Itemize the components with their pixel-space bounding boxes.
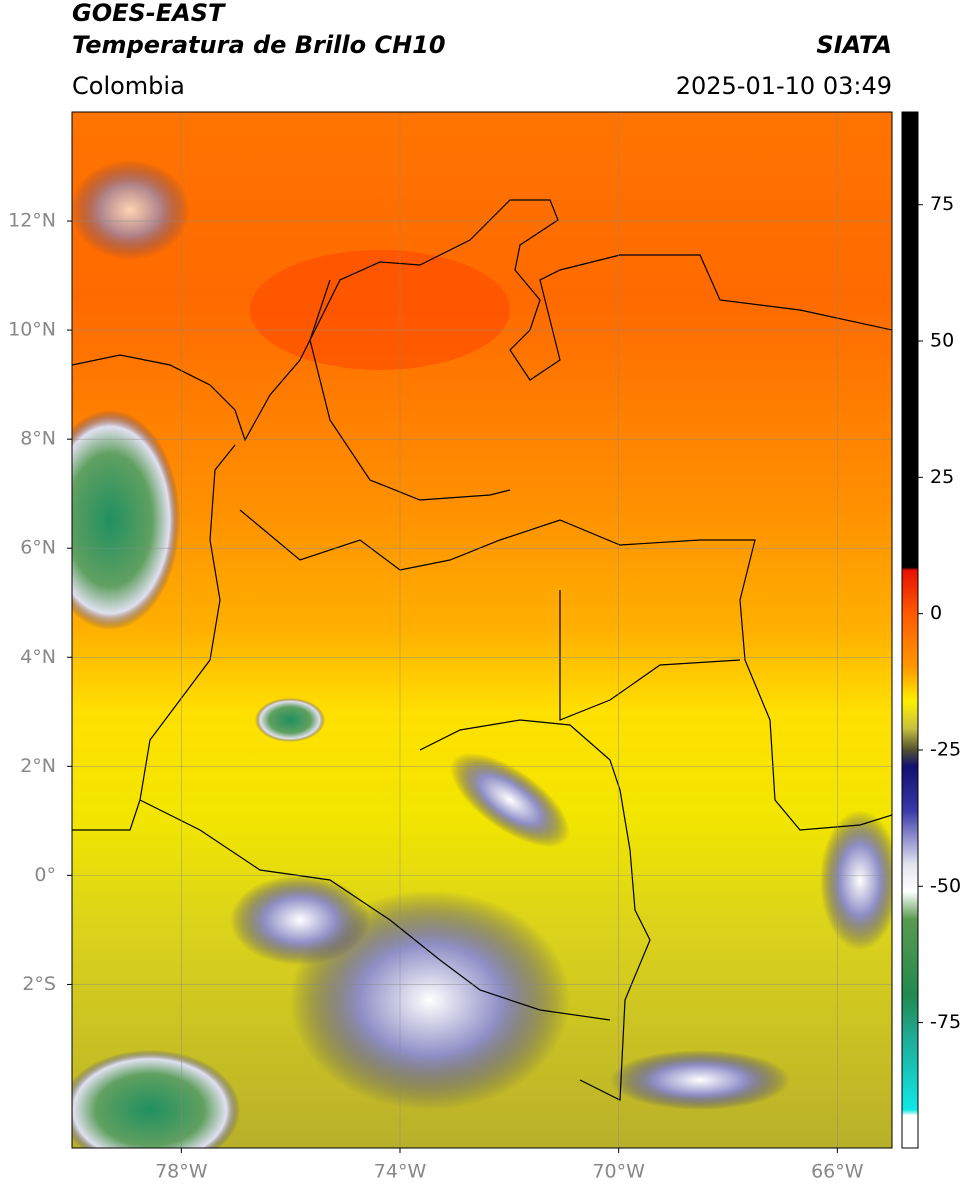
colorbar-segment [902,728,918,751]
colorbar-segment [902,864,918,893]
region: Colombia [72,72,185,100]
colorbar-segment [902,700,918,729]
lat-tick-label: 8°N [20,428,56,450]
colorbar-segment [902,1033,918,1111]
lon-tick-label: 66°W [811,1161,864,1183]
product: Temperatura de Brillo CH10 [72,31,446,59]
colorbar-tick-label: 0 [930,602,942,624]
colorbar-segment [902,766,918,811]
colorbar-segment [902,891,918,920]
colorbar-segment [902,749,918,767]
colorbar-frame [901,111,919,1149]
lat-tick-label: 10°N [8,319,56,341]
colorbar-tick-label: -25 [930,738,961,760]
lat-tick-label: 12°N [8,210,56,232]
lon-tick-label: 70°W [592,1161,645,1183]
colorbar-segment [902,1115,918,1149]
colorbar-tick-label: 25 [930,466,954,488]
colorbar-segment [902,112,918,568]
imagery [72,112,892,1148]
lon-tick-label: 78°W [155,1161,208,1183]
source: SIATA [816,31,892,59]
lat-tick-label: 6°N [20,537,56,559]
colorbar-segment [902,995,918,1034]
colorbar-segment [902,567,918,571]
colorbar-tick-label: -50 [930,875,961,897]
colorbar-tick-label: 50 [930,330,954,352]
colorbar-tick-label: 75 [930,193,954,215]
map-frame [71,111,893,1149]
colorbar-segment [902,668,918,702]
datetime: 2025-01-10 03:49 [676,72,892,100]
colorbar-segment [902,613,918,669]
colorbar-segment [902,918,918,996]
lat-tick-label: 0° [34,864,56,886]
lat-tick-label: 2°N [20,755,56,777]
colorbar-segment [902,809,918,865]
colorbar-segment [902,570,918,614]
satellite: GOES-EAST [72,0,226,27]
colorbar-segment [902,1109,918,1116]
lat-tick-label: 4°N [20,646,56,668]
lat-tick-label: 2°S [22,973,56,995]
colorbar-tick-label: -75 [930,1011,961,1033]
lon-tick-label: 74°W [374,1161,427,1183]
